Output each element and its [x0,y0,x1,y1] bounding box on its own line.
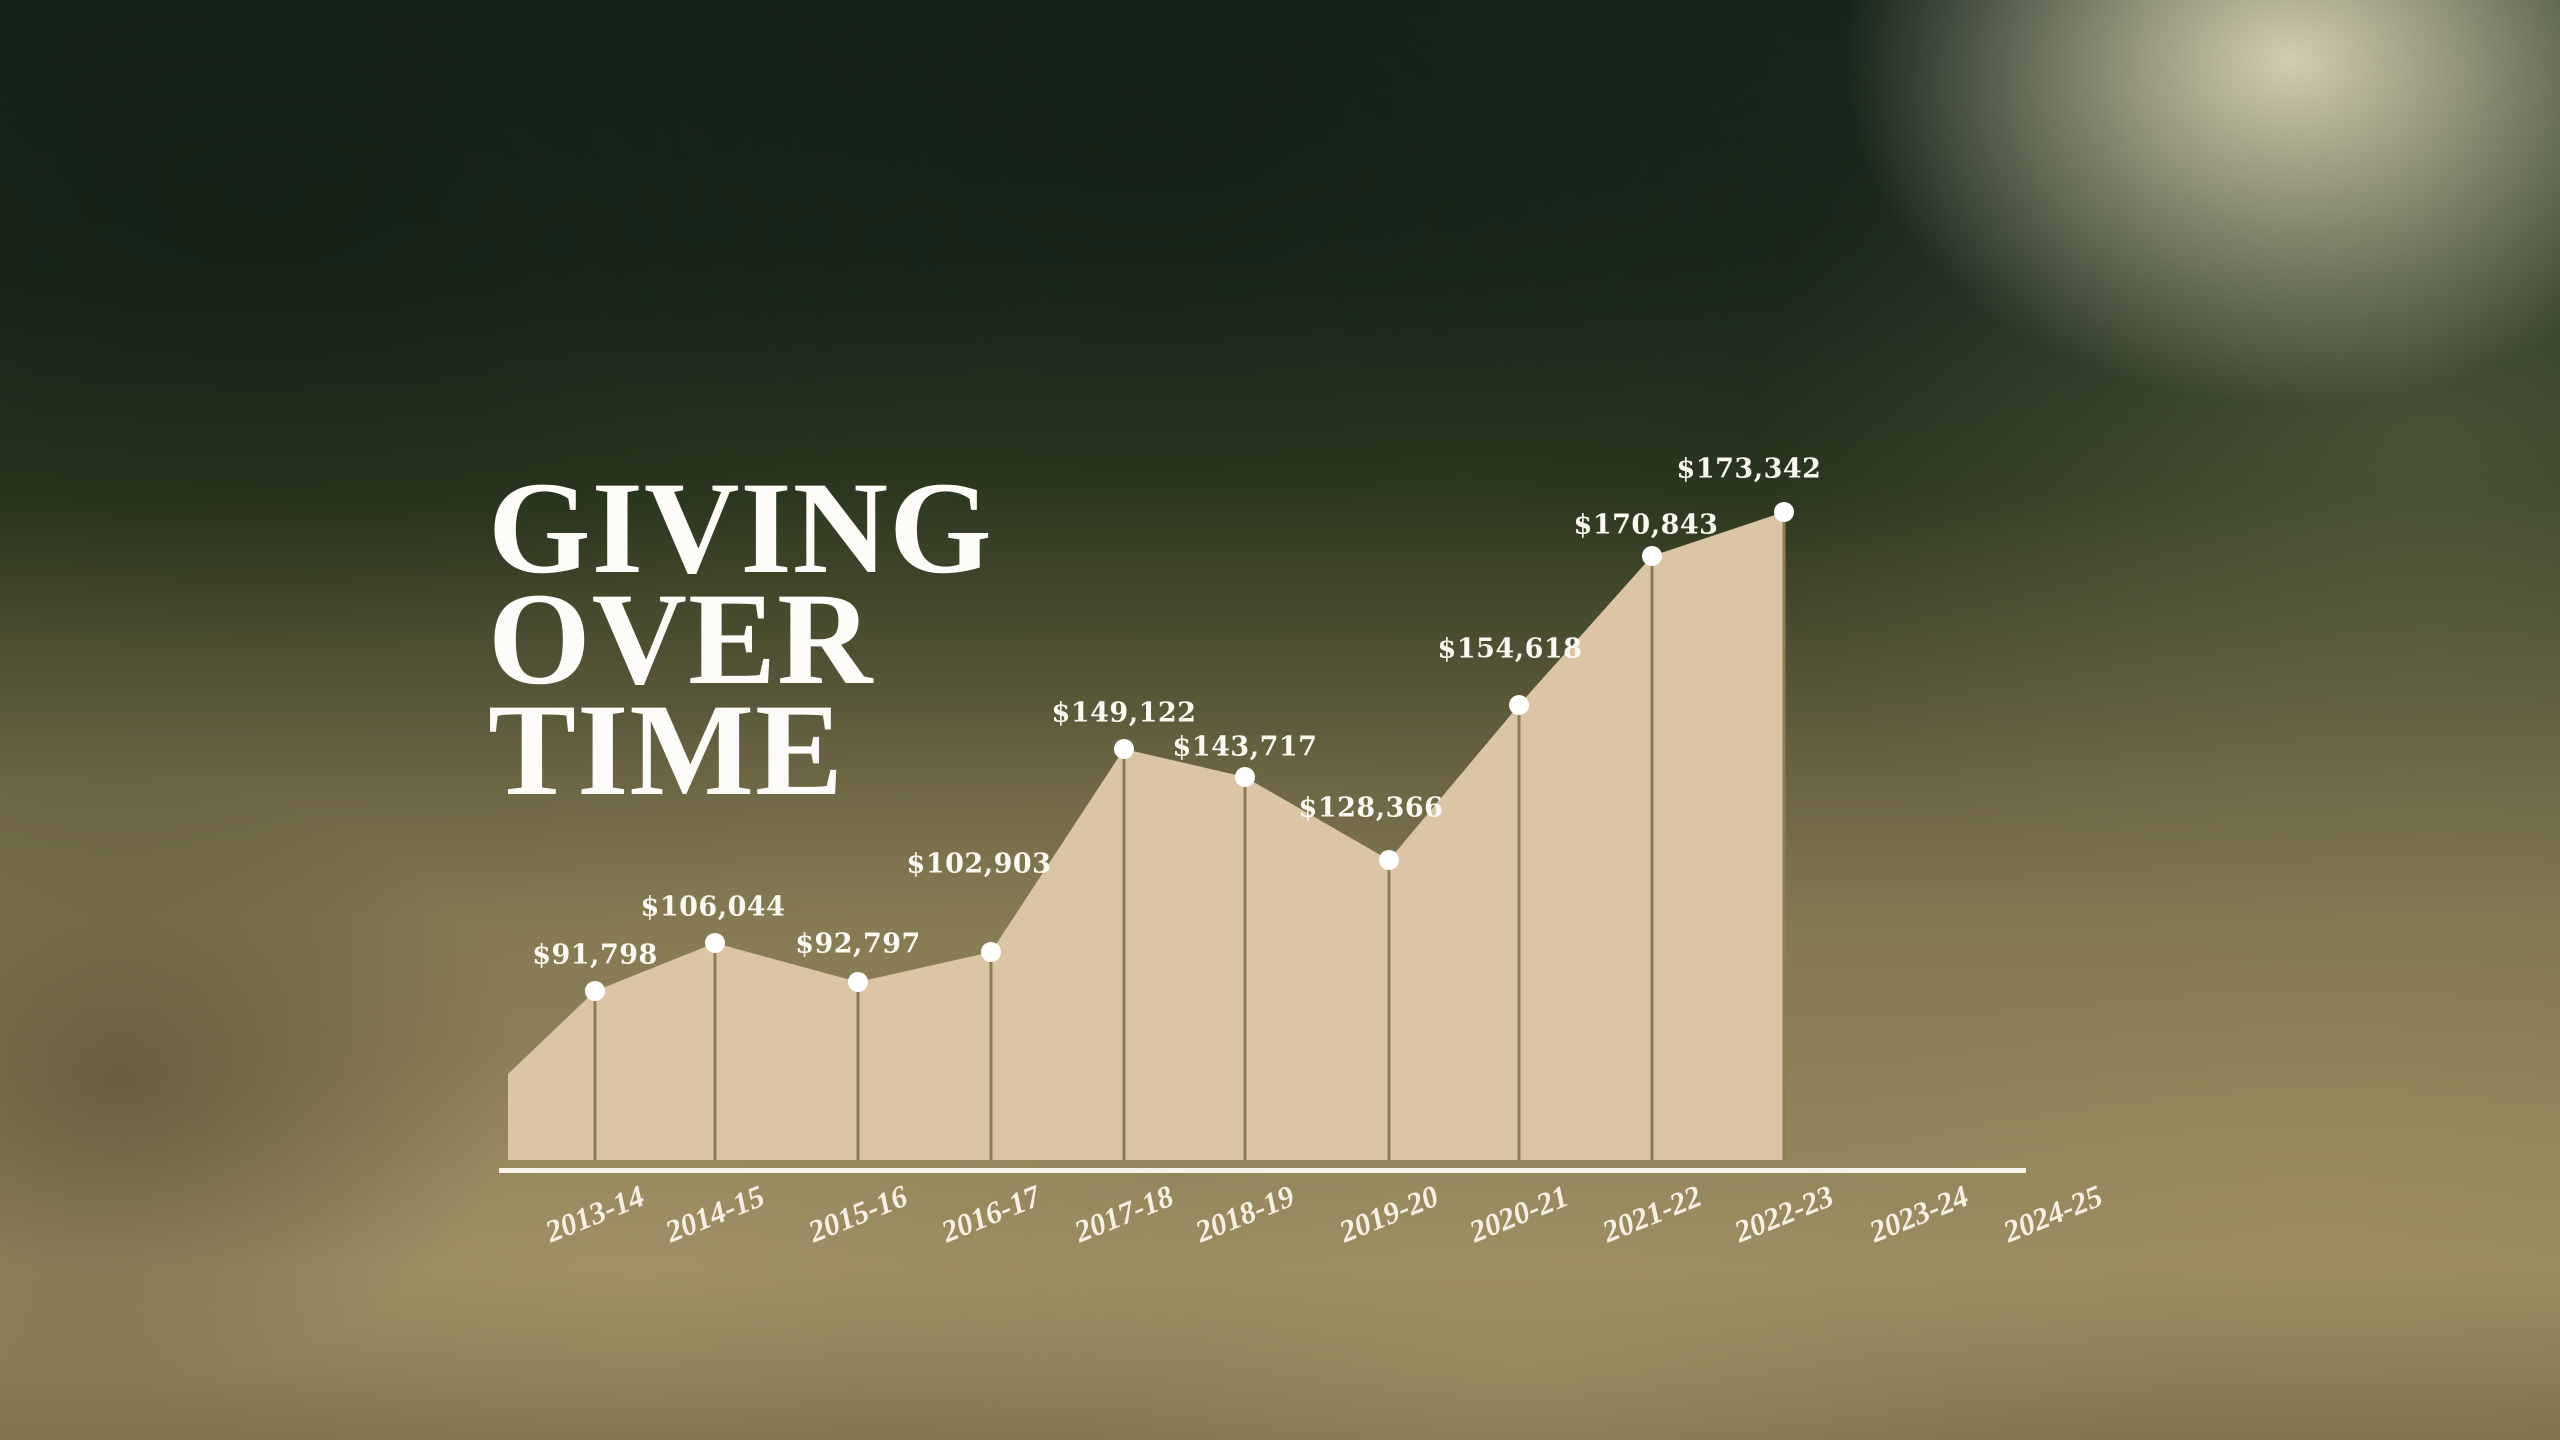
title-line-2: OVER [488,565,874,712]
value-label: $173,342 [1676,453,1822,485]
data-point-marker [705,933,725,953]
x-axis-line [499,1168,2026,1173]
title-line-3: TIME [488,676,845,823]
data-point-marker [585,981,605,1001]
value-label: $102,903 [906,848,1052,880]
value-label: $143,717 [1172,731,1318,763]
title-line-1: GIVING [488,454,993,601]
value-label: $106,044 [640,891,786,923]
giving-area-shape [508,512,1784,1160]
data-point-marker [1509,695,1529,715]
data-point-marker [1379,850,1399,870]
value-label: $91,798 [532,939,658,971]
value-label: $128,366 [1298,792,1444,824]
value-label: $149,122 [1051,697,1197,729]
data-point-marker [1235,767,1255,787]
data-point-marker [981,942,1001,962]
value-label: $92,797 [795,928,921,960]
data-point-marker [848,972,868,992]
data-point-marker [1114,739,1134,759]
value-label: $154,618 [1437,633,1583,665]
page-title: GIVING OVER TIME [488,454,993,823]
data-point-marker [1642,546,1662,566]
data-point-marker [1774,502,1794,522]
value-label: $170,843 [1573,509,1719,541]
